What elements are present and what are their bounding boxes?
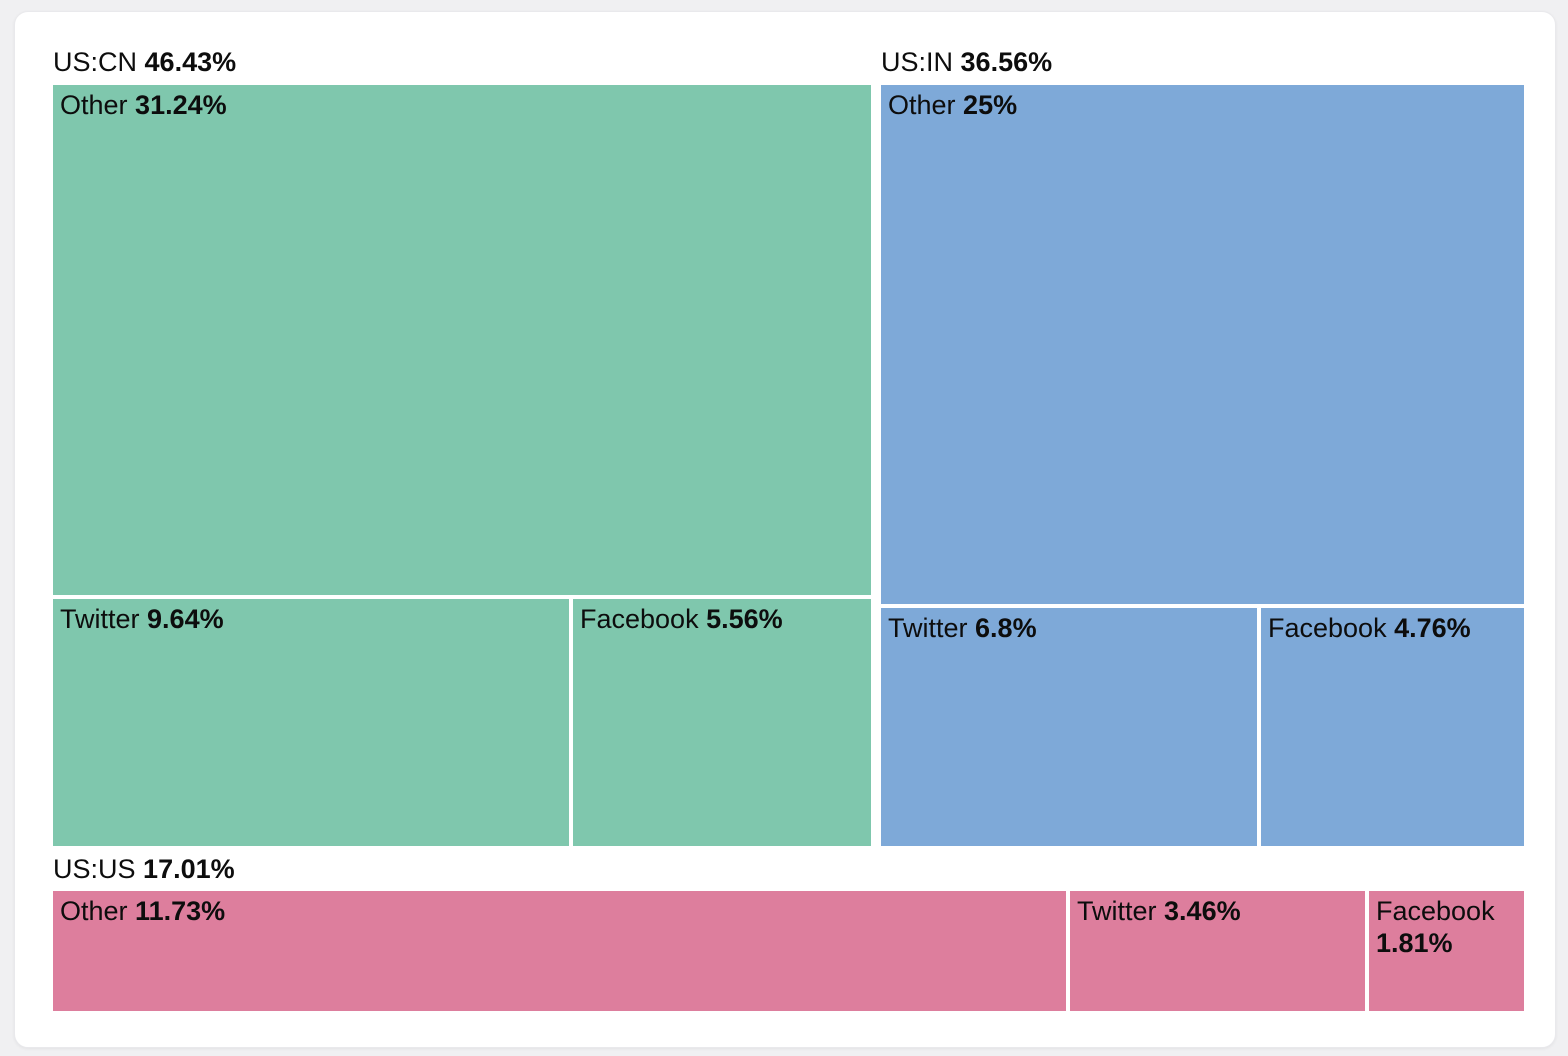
group-percent: 17.01% (143, 854, 235, 884)
cell-label: Other 31.24% (60, 90, 227, 120)
group-name: US:IN (881, 47, 954, 77)
cell-label: Facebook 4.76% (1268, 613, 1471, 643)
cell-label: Facebook 1.81% (1376, 896, 1495, 958)
cell-label: Twitter 9.64% (60, 604, 224, 634)
treemap-cell-us-cn-other[interactable]: Other 31.24% (53, 85, 871, 595)
group-label-us-in: US:IN 36.56% (881, 46, 1052, 79)
cell-label: Twitter 6.8% (888, 613, 1037, 643)
treemap-cell-us-cn-facebook[interactable]: Facebook 5.56% (573, 599, 871, 846)
cell-label: Other 25% (888, 90, 1018, 120)
treemap-cell-us-us-facebook[interactable]: Facebook 1.81% (1369, 891, 1524, 1011)
cell-label: Twitter 3.46% (1077, 896, 1241, 926)
group-percent: 46.43% (144, 47, 237, 77)
treemap-cell-us-in-twitter[interactable]: Twitter 6.8% (881, 608, 1257, 846)
group-label-us-us: US:US 17.01% (53, 853, 235, 886)
cell-label: Other 11.73% (60, 896, 226, 926)
group-name: US:CN (53, 47, 138, 77)
group-label-us-cn: US:CN 46.43% (53, 46, 236, 79)
group-percent: 36.56% (960, 47, 1053, 77)
treemap-card: US:CN 46.43% Other 31.24% Twitter 9.64% … (14, 11, 1556, 1048)
treemap-cell-us-in-other[interactable]: Other 25% (881, 85, 1524, 604)
cell-label: Facebook 5.56% (580, 604, 783, 634)
treemap-cell-us-us-other[interactable]: Other 11.73% (53, 891, 1066, 1011)
group-name: US:US (53, 854, 136, 884)
treemap-cell-us-cn-twitter[interactable]: Twitter 9.64% (53, 599, 569, 846)
treemap-cell-us-in-facebook[interactable]: Facebook 4.76% (1261, 608, 1524, 846)
treemap-cell-us-us-twitter[interactable]: Twitter 3.46% (1070, 891, 1365, 1011)
